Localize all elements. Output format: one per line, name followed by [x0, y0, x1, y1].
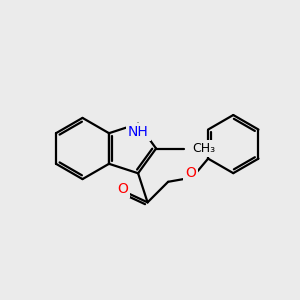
Text: NH: NH	[128, 125, 148, 139]
Text: O: O	[185, 166, 196, 180]
Text: O: O	[117, 182, 128, 196]
Text: CH₃: CH₃	[192, 142, 215, 155]
